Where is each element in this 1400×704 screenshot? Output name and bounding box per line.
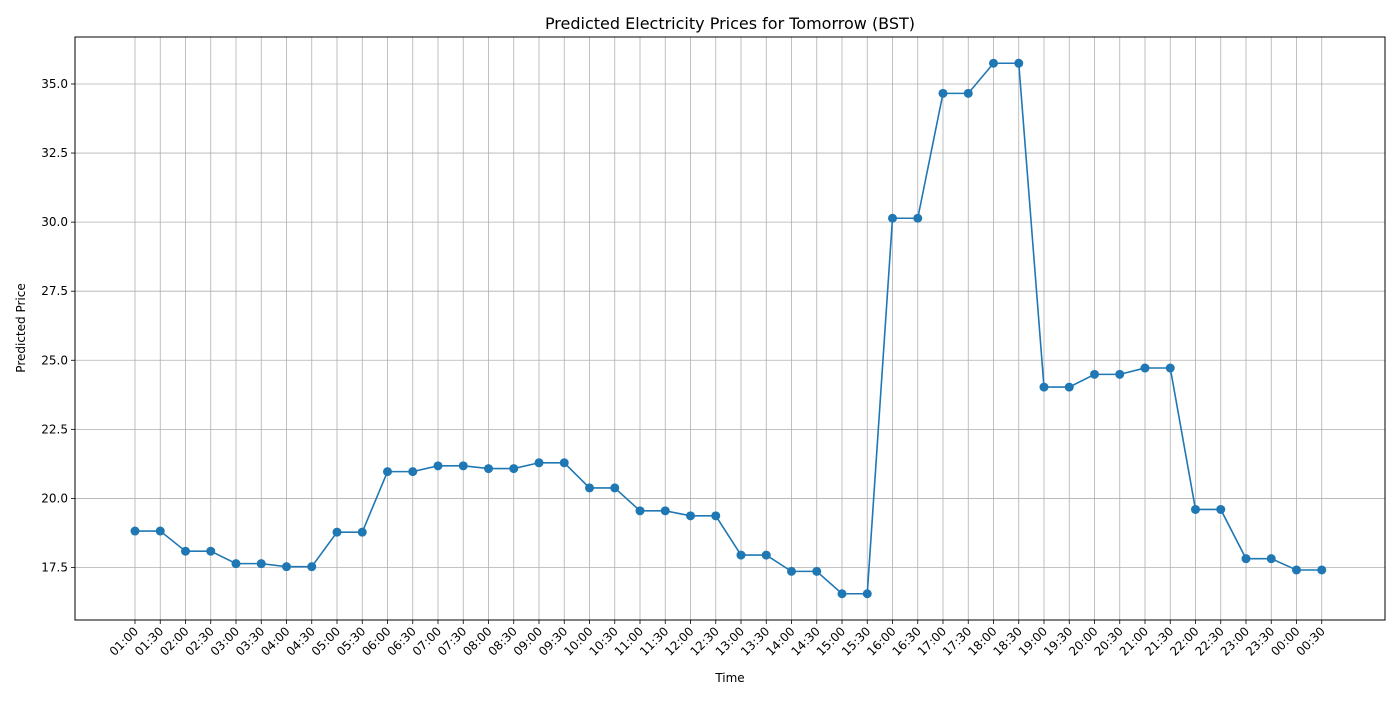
data-point	[155, 526, 165, 536]
y-tick-label: 27.5	[41, 284, 68, 298]
data-point	[509, 464, 519, 474]
data-point	[1292, 565, 1301, 575]
data-point	[989, 58, 998, 68]
data-point	[408, 467, 418, 477]
data-point	[231, 559, 241, 569]
data-point	[963, 88, 973, 98]
plot-frame	[74, 36, 1386, 621]
data-point	[610, 483, 620, 493]
chart-title: Predicted Electricity Prices for Tomorro…	[545, 14, 915, 33]
data-point	[458, 461, 468, 471]
data-point	[484, 464, 493, 474]
data-point	[938, 88, 948, 98]
data-point	[534, 458, 544, 468]
y-tick-label: 30.0	[41, 215, 68, 229]
data-point	[383, 467, 392, 477]
data-point	[1140, 363, 1150, 373]
data-point	[1216, 504, 1226, 514]
data-point	[130, 526, 140, 536]
series-layer	[130, 58, 1327, 599]
data-point	[1266, 554, 1276, 564]
data-point	[256, 559, 266, 569]
data-point	[913, 213, 923, 223]
y-tick-label: 25.0	[41, 353, 68, 367]
data-point	[888, 213, 897, 223]
grid	[75, 37, 1385, 620]
data-point	[332, 527, 342, 537]
data-point	[1165, 363, 1175, 373]
y-axis-label: Predicted Price	[14, 283, 28, 372]
data-point	[837, 589, 847, 599]
data-point	[433, 461, 443, 471]
axes: 01:0001:3002:0002:3003:0003:3004:0004:30…	[41, 77, 1328, 659]
data-point	[862, 589, 872, 599]
data-point	[686, 511, 695, 521]
data-point	[736, 550, 746, 560]
data-point	[1241, 554, 1251, 564]
data-point	[635, 506, 645, 516]
data-point	[282, 562, 291, 572]
data-point	[761, 550, 771, 560]
data-point	[660, 506, 670, 516]
data-point	[1064, 382, 1074, 392]
data-point	[307, 562, 317, 572]
y-tick-label: 22.5	[41, 422, 68, 436]
data-point	[1090, 369, 1099, 379]
data-point	[787, 566, 796, 576]
data-point	[1317, 565, 1327, 575]
data-point	[711, 511, 721, 521]
x-axis-label: Time	[714, 671, 744, 685]
data-point	[1115, 369, 1125, 379]
y-tick-label: 17.5	[41, 561, 68, 575]
data-point	[357, 527, 367, 537]
y-tick-label: 35.0	[41, 77, 68, 91]
data-point	[1039, 382, 1049, 392]
x-tick-label: 00:30	[1294, 624, 1328, 658]
data-point	[559, 458, 569, 468]
data-point	[812, 566, 822, 576]
data-point	[206, 546, 216, 556]
y-tick-label: 20.0	[41, 491, 68, 505]
data-point	[585, 483, 594, 493]
data-point	[1191, 504, 1200, 514]
data-point	[181, 546, 190, 556]
series-line	[135, 62, 1322, 595]
y-tick-label: 32.5	[41, 146, 68, 160]
data-point	[1014, 58, 1024, 68]
